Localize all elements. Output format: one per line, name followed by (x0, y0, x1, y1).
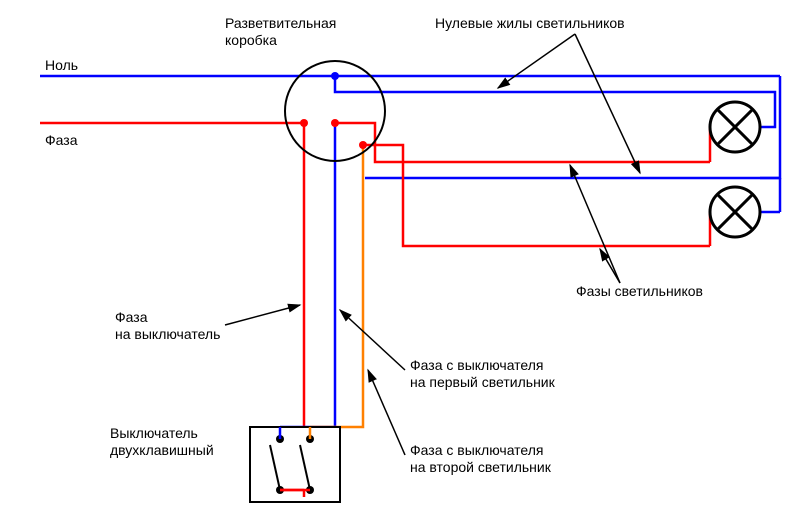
label-out1: Фаза с выключателя (410, 357, 544, 373)
label-null: Ноль (45, 57, 78, 73)
label-lamp-phases: Фазы светильников (576, 283, 703, 299)
label-out2: Фаза с выключателя (410, 442, 544, 458)
switch-out2-wire (310, 145, 363, 427)
svg-text:двухклавишный: двухклавишный (110, 442, 214, 458)
svg-text:на выключатель: на выключатель (115, 326, 220, 342)
svg-text:коробка: коробка (225, 32, 277, 48)
label-neutral-lamps: Нулевые жилы светильников (435, 15, 625, 31)
svg-text:на второй светильник: на второй светильник (410, 459, 552, 475)
switch-out1-wire (280, 123, 335, 427)
label-phase-to-switch: Фаза (115, 309, 148, 325)
phase-to-lamp2 (363, 145, 710, 246)
phase-to-lamp1 (335, 123, 710, 162)
label-switch: Выключатель (110, 425, 198, 441)
wiring-diagram: Ноль Фаза Разветвительнаякоробка Нулевые жи… (0, 0, 800, 522)
label-junction: Разветвительная (225, 15, 336, 31)
svg-text:на первый светильник: на первый светильник (410, 374, 556, 390)
label-phase: Фаза (45, 132, 78, 148)
neutral-to-lamp1 (335, 76, 775, 127)
